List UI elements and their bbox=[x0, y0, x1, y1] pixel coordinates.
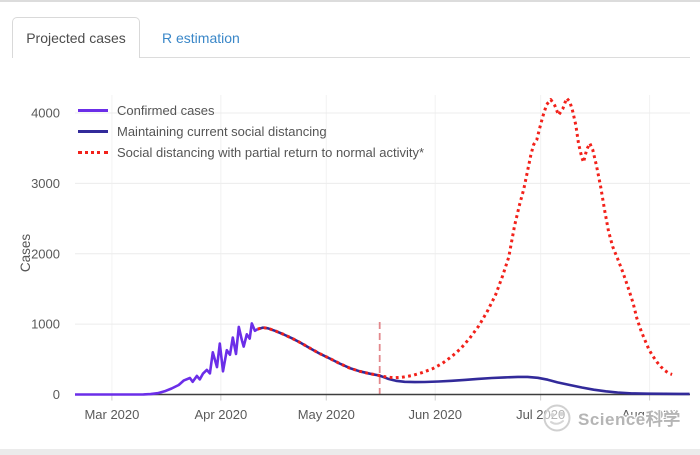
x-axis-tick-label: Jul 2020 bbox=[516, 407, 565, 422]
series-confirmed-path bbox=[75, 322, 259, 396]
legend-label: Social distancing with partial return to… bbox=[117, 145, 425, 160]
x-axis-tick-label: Jun 2020 bbox=[408, 407, 462, 422]
y-axis-tick-label: 1000 bbox=[31, 317, 60, 332]
y-axis-tick-label: 2000 bbox=[31, 246, 60, 261]
chart-legend: Confirmed cases Maintaining current soci… bbox=[78, 100, 424, 163]
series-maintaining-path bbox=[257, 326, 690, 396]
legend-line-icon bbox=[78, 130, 108, 133]
tab-projected-cases-label: Projected cases bbox=[26, 30, 126, 46]
legend-dotted-line-icon bbox=[78, 151, 108, 154]
legend-label: Maintaining current social distancing bbox=[117, 124, 327, 139]
legend-label: Confirmed cases bbox=[117, 103, 215, 118]
y-axis-title: Cases bbox=[18, 234, 33, 273]
x-axis-tick-label: Apr 2020 bbox=[194, 407, 247, 422]
legend-item-maintaining-distancing[interactable]: Maintaining current social distancing bbox=[78, 121, 424, 142]
y-axis-tick-label: 0 bbox=[53, 387, 60, 402]
window-top-border bbox=[0, 0, 700, 2]
series-partial-return-path bbox=[257, 96, 673, 380]
x-axis-tick-label: May 2020 bbox=[298, 407, 355, 422]
y-axis-tick-label: 3000 bbox=[31, 176, 60, 191]
legend-item-confirmed-cases[interactable]: Confirmed cases bbox=[78, 100, 424, 121]
tab-projected-cases[interactable]: Projected cases bbox=[12, 17, 140, 58]
x-axis-tick-label: Mar 2020 bbox=[84, 407, 139, 422]
y-axis-tick-label: 4000 bbox=[31, 106, 60, 121]
window-bottom-border bbox=[0, 449, 700, 455]
legend-line-icon bbox=[78, 109, 108, 112]
tab-r-estimation-label: R estimation bbox=[162, 29, 240, 46]
legend-item-partial-return[interactable]: Social distancing with partial return to… bbox=[78, 142, 424, 163]
x-axis-tick-label: Aug 2020 bbox=[622, 407, 678, 422]
tabbar-divider bbox=[140, 57, 690, 58]
tab-r-estimation[interactable]: R estimation bbox=[148, 17, 254, 58]
